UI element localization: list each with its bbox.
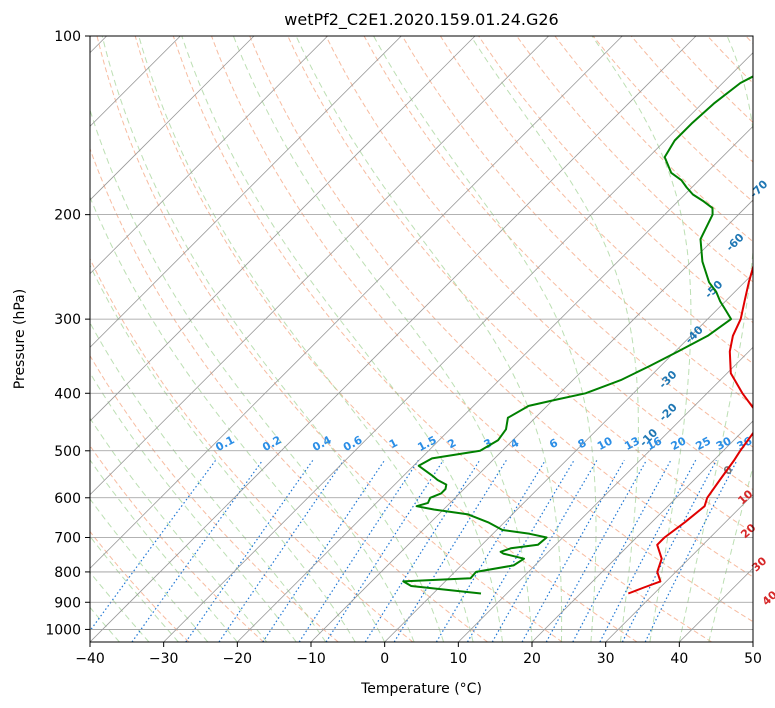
y-tick-label: 1000 xyxy=(45,622,81,638)
isotherm-line xyxy=(310,199,753,642)
moist-adiabat-line xyxy=(138,36,474,642)
chart-title: wetPf2_C2E1.2020.159.01.24.G26 xyxy=(284,10,558,30)
moist-adiabat-line xyxy=(90,264,356,642)
plot-frame xyxy=(89,35,754,643)
background-lines xyxy=(90,36,753,642)
dry-adiabat-line xyxy=(134,36,638,642)
mixing-ratio-label: 25 xyxy=(693,434,713,453)
x-axis-label: Temperature (°C) xyxy=(360,681,482,697)
dry-adiabat-line xyxy=(90,257,414,642)
mixing-ratio-line xyxy=(298,459,419,642)
isotherm-line xyxy=(237,125,753,642)
y-tick-label: 600 xyxy=(54,491,81,507)
y-tick-label: 200 xyxy=(54,208,81,224)
x-tick-label: 40 xyxy=(670,651,688,667)
mixing-ratio-label: 13 xyxy=(622,434,642,453)
mixing-ratio-line xyxy=(491,459,598,642)
moist-adiabat-line xyxy=(678,36,753,642)
temperature-profile-line xyxy=(627,263,753,595)
isotherm-line xyxy=(458,346,753,642)
dry-adiabat-line xyxy=(96,36,563,642)
dry-adiabat-line xyxy=(325,36,753,491)
isotherm-line xyxy=(90,36,402,348)
isotherm-line xyxy=(90,36,476,422)
dry-adiabat-line xyxy=(401,36,753,406)
mixing-ratio-label: 10 xyxy=(595,434,615,453)
isotherm-line xyxy=(605,494,753,642)
dry-adiabat-line xyxy=(249,36,753,578)
mixing-ratio-line xyxy=(545,459,648,642)
x-tick-label: 30 xyxy=(597,651,615,667)
mixing-ratio-label: 30 xyxy=(714,434,734,453)
moist-adiabat-line xyxy=(90,498,209,642)
isotherm-line xyxy=(90,36,549,496)
x-tick-label: −30 xyxy=(149,651,179,667)
y-axis-label: Pressure (hPa) xyxy=(12,289,28,389)
dry-adiabat-line xyxy=(439,36,753,365)
axes: −40 −30 −20 −10 0 10 20 30 40 50 1000 900 800 700 600 5… xyxy=(45,29,762,667)
y-tick-label: 900 xyxy=(54,595,81,611)
moist-adiabat-line xyxy=(232,36,533,642)
plot-background xyxy=(90,36,753,642)
y-tick-label: 300 xyxy=(54,312,81,328)
moist-adiabat-line xyxy=(90,372,297,642)
isotherm-line xyxy=(752,641,753,642)
dry-adiabat-line xyxy=(287,36,753,534)
moist-adiabat-line xyxy=(708,465,753,642)
isotherm-line xyxy=(90,36,255,201)
x-tick-label: −40 xyxy=(75,651,105,667)
dry-adiabat-line xyxy=(172,36,712,642)
mixing-ratio-line xyxy=(218,459,345,642)
x-tick-label: 50 xyxy=(744,651,762,667)
x-tick-label: 10 xyxy=(449,651,467,667)
mixing-ratio-line xyxy=(435,459,546,642)
mixing-ratio-line xyxy=(131,459,264,642)
dry-adiabat-line xyxy=(592,36,753,203)
dry-adiabat-line xyxy=(90,147,488,642)
profile-lines xyxy=(402,75,753,595)
isotherm-line xyxy=(163,52,753,642)
dry-adiabat-label: -80 xyxy=(772,123,775,146)
moist-adiabat-line xyxy=(295,36,563,642)
x-tick-label: 20 xyxy=(523,651,541,667)
moist-adiabat-label: 40 xyxy=(760,588,775,608)
moist-adiabat-line xyxy=(90,195,386,642)
y-tick-label: 700 xyxy=(54,531,81,547)
isotherm-line xyxy=(90,36,623,569)
moist-adiabat-line xyxy=(101,36,445,642)
dry-adiabat-line xyxy=(90,530,190,642)
isotherm-line xyxy=(90,36,328,275)
moist-adiabat-line xyxy=(90,321,327,642)
moist-adiabat-line xyxy=(90,535,179,642)
mixing-ratio-line xyxy=(644,459,738,642)
y-tick-label: 400 xyxy=(54,386,81,402)
y-tick-label: 500 xyxy=(54,444,81,460)
dry-adiabat-line xyxy=(478,36,753,324)
y-tick-label: 800 xyxy=(54,565,81,581)
moist-adiabat-line xyxy=(373,36,597,642)
mixing-ratio-line xyxy=(262,459,386,642)
moist-adiabat-line xyxy=(591,36,692,642)
x-tick-label: −20 xyxy=(223,651,253,667)
moist-adiabat-line xyxy=(90,459,238,642)
isotherm-line xyxy=(384,273,753,642)
dewpoint-profile-line xyxy=(402,75,753,595)
moist-adiabat-line xyxy=(90,108,415,642)
x-tick-label: 0 xyxy=(380,651,389,667)
mixing-ratio-line xyxy=(185,459,314,642)
mixing-ratio-line xyxy=(90,459,217,632)
isotherm-line xyxy=(90,36,697,642)
y-tick-label: 100 xyxy=(54,29,81,45)
mixing-ratio-line xyxy=(325,459,444,642)
isotherm-line xyxy=(531,420,753,642)
dry-adiabat-line xyxy=(90,354,339,642)
moist-adiabat-line xyxy=(181,36,503,642)
moist-adiabat-line xyxy=(470,36,639,642)
x-tick-label: −10 xyxy=(296,651,326,667)
mixing-ratio-line xyxy=(466,459,575,642)
moist-adiabat-line xyxy=(90,417,268,642)
mixing-ratio-label: 16 xyxy=(644,434,664,453)
mixing-ratio-label: 20 xyxy=(669,434,689,453)
